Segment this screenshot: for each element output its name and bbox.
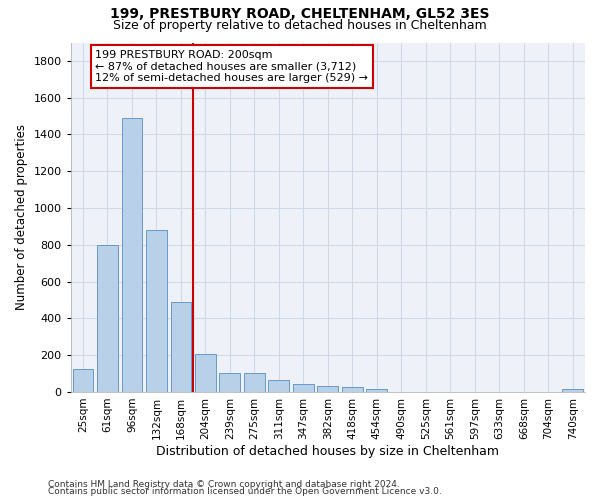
Text: 199 PRESTBURY ROAD: 200sqm
← 87% of detached houses are smaller (3,712)
12% of s: 199 PRESTBURY ROAD: 200sqm ← 87% of deta… [95, 50, 368, 83]
Text: Contains HM Land Registry data © Crown copyright and database right 2024.: Contains HM Land Registry data © Crown c… [48, 480, 400, 489]
Text: Size of property relative to detached houses in Cheltenham: Size of property relative to detached ho… [113, 19, 487, 32]
Bar [195, 354, 216, 392]
Text: Contains public sector information licensed under the Open Government Licence v3: Contains public sector information licen… [48, 488, 442, 496]
Bar [268, 380, 289, 392]
Bar [317, 386, 338, 392]
Bar [342, 387, 363, 392]
Bar [367, 389, 387, 392]
Bar [244, 372, 265, 392]
Bar [97, 245, 118, 392]
Bar [170, 302, 191, 392]
Bar [293, 384, 314, 392]
Bar [562, 389, 583, 392]
Bar [122, 118, 142, 392]
Text: 199, PRESTBURY ROAD, CHELTENHAM, GL52 3ES: 199, PRESTBURY ROAD, CHELTENHAM, GL52 3E… [110, 8, 490, 22]
Bar [220, 372, 241, 392]
X-axis label: Distribution of detached houses by size in Cheltenham: Distribution of detached houses by size … [157, 444, 499, 458]
Y-axis label: Number of detached properties: Number of detached properties [15, 124, 28, 310]
Bar [146, 230, 167, 392]
Bar [73, 369, 94, 392]
